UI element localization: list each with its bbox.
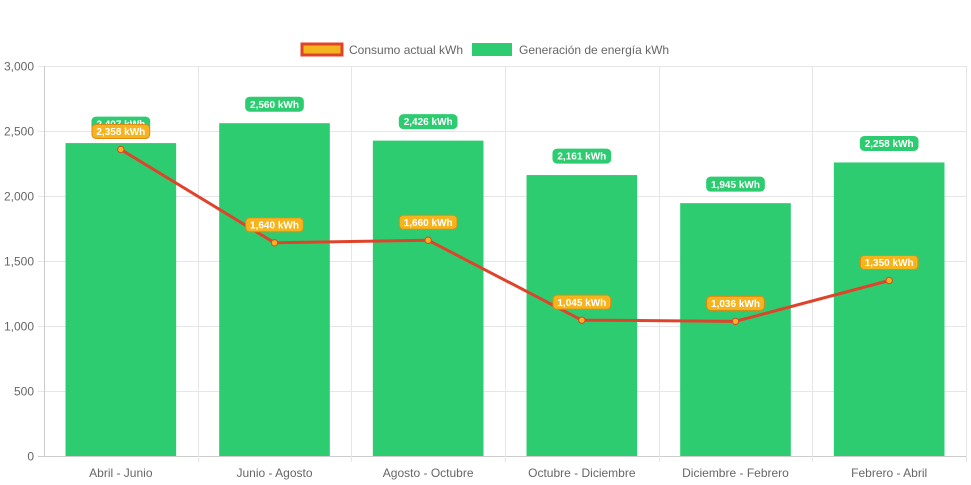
line-point[interactable] (885, 276, 893, 285)
line-point[interactable] (117, 145, 125, 154)
line-data-label: 1,045 kWh (557, 298, 606, 309)
x-tick-label: Junio - Agosto (236, 466, 312, 480)
bar[interactable] (219, 123, 330, 456)
bar[interactable] (372, 140, 484, 456)
bar-data-label: 2,161 kWh (557, 152, 606, 163)
legend-label-generacion: Generación de energía kWh (519, 43, 669, 57)
line-point[interactable] (424, 236, 432, 244)
bar-data-label: 2,258 kWh (865, 139, 914, 150)
line-point[interactable] (578, 316, 586, 324)
y-tick-label: 0 (27, 450, 34, 464)
line-data-label-bg (859, 255, 919, 270)
bar[interactable] (65, 143, 177, 456)
grid-layer: 0 500 1,000 1,500 2,000 2,500 3,000 Abril - Jun… (4, 60, 967, 480)
legend-label-consumo: Consumo actual kWh (349, 43, 463, 57)
bar[interactable] (680, 203, 791, 456)
line-data-label-bg (245, 217, 304, 233)
y-tick-label: 2,500 (4, 125, 34, 139)
y-tick-label: 3,000 (4, 60, 34, 74)
y-tick-label: 500 (14, 385, 34, 399)
line-point[interactable] (270, 239, 279, 247)
bar-data-label: 1,945 kWh (711, 180, 760, 191)
y-tick-label: 1,000 (4, 320, 34, 334)
line-data-label-bg (706, 295, 765, 311)
bar-data-label-bg (398, 114, 458, 130)
x-tick-label: Diciembre - Febrero (682, 466, 789, 480)
bar-data-label: 2,426 kWh (404, 117, 453, 128)
bar-data-label: 2,560 kWh (250, 100, 299, 111)
line-data-label-bg (91, 123, 151, 139)
line-data-label: 1,640 kWh (250, 220, 299, 231)
legend-swatch-generacion (472, 43, 512, 56)
x-tick-label: Agosto - Octubre (383, 466, 474, 480)
bar-layer (65, 123, 945, 456)
line-data-label-bg (398, 214, 458, 230)
bar-data-label-bg (706, 176, 765, 192)
y-tick-label: 2,000 (4, 190, 34, 204)
line-data-label: 1,660 kWh (404, 218, 453, 229)
bar-data-label-bg (245, 96, 304, 112)
line-data-label: 2,358 kWh (96, 127, 145, 138)
line-point[interactable] (731, 317, 740, 326)
y-tick-label: 1,500 (4, 255, 34, 269)
line-data-label: 1,036 kWh (711, 299, 760, 310)
line-data-label-bg (552, 294, 612, 310)
x-tick-label: Octubre - Diciembre (528, 466, 636, 480)
bar-data-label-bg (552, 148, 612, 164)
bar[interactable] (526, 175, 638, 456)
legend: Consumo actual kWh Generación de energía … (300, 42, 669, 57)
legend-swatch-consumo (300, 42, 344, 57)
line-data-label: 1,350 kWh (865, 258, 914, 269)
bar-data-label-bg (859, 135, 919, 151)
x-tick-label: Febrero - Abril (851, 466, 927, 480)
bar[interactable] (833, 162, 945, 456)
x-tick-label: Abril - Junio (89, 466, 153, 480)
